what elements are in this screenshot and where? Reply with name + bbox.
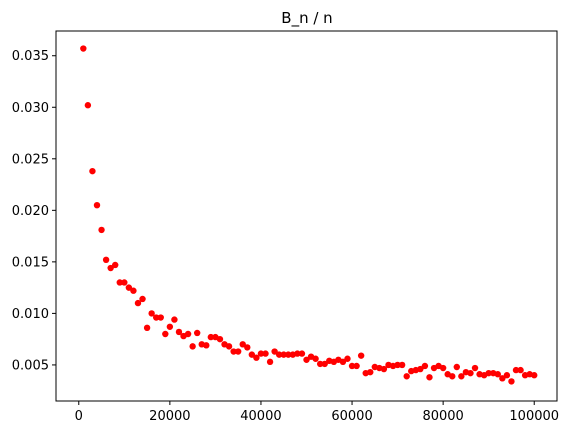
- data-point: [121, 279, 128, 286]
- data-point: [116, 279, 123, 286]
- data-point: [508, 378, 515, 385]
- y-tick-label: 0.005: [12, 358, 49, 373]
- y-tick-label: 0.025: [12, 152, 49, 167]
- data-point: [280, 351, 287, 358]
- data-point: [125, 284, 133, 291]
- data-point: [275, 351, 283, 358]
- x-tick-label: 20000: [149, 409, 190, 424]
- y-tick-label: 0.010: [12, 307, 49, 322]
- y-tick-label: 0.035: [12, 49, 49, 64]
- data-point: [380, 365, 388, 373]
- data-point: [467, 369, 474, 377]
- chart-title: B_n / n: [281, 9, 332, 28]
- data-point: [294, 350, 301, 357]
- data-point: [517, 366, 524, 374]
- x-tick-label: 40000: [240, 409, 281, 424]
- data-point: [303, 356, 310, 363]
- data-point: [230, 348, 237, 355]
- data-point: [134, 299, 142, 307]
- data-point: [394, 361, 401, 369]
- data-point: [344, 355, 351, 362]
- data-point: [485, 369, 492, 377]
- data-point: [93, 201, 101, 209]
- data-point: [157, 314, 164, 321]
- x-axis: 0 20000 40000 60000 80000 100000: [75, 401, 559, 424]
- x-tick-label: 80000: [422, 409, 463, 424]
- data-point: [130, 287, 137, 294]
- data-point: [257, 350, 265, 357]
- data-point: [262, 350, 269, 357]
- data-point: [253, 354, 260, 361]
- data-point: [216, 335, 224, 343]
- data-point: [312, 355, 319, 362]
- data-point: [162, 330, 169, 338]
- data-point: [531, 372, 538, 379]
- data-point: [102, 256, 110, 264]
- data-point: [458, 373, 465, 380]
- data-point: [203, 342, 210, 349]
- data-point: [225, 343, 233, 350]
- data-point: [353, 362, 360, 370]
- data-point: [298, 350, 306, 357]
- data-point: [166, 323, 174, 330]
- data-point: [512, 366, 520, 374]
- plot-area-frame: [55, 30, 558, 402]
- data-point: [271, 348, 278, 355]
- data-point: [348, 362, 356, 370]
- data-point: [171, 316, 178, 323]
- data-point: [453, 363, 460, 371]
- y-axis: 0.005 0.010 0.015 0.020 0.025 0.030 0.035: [12, 49, 56, 373]
- data-point: [426, 374, 433, 381]
- data-point: [234, 348, 242, 355]
- y-tick-label: 0.015: [12, 255, 49, 270]
- data-point: [499, 375, 506, 382]
- y-tick-label: 0.020: [12, 204, 49, 219]
- data-point: [193, 329, 201, 337]
- data-point: [207, 333, 215, 341]
- data-point: [471, 364, 479, 372]
- data-point: [439, 364, 447, 372]
- data-point: [248, 351, 256, 358]
- data-point: [189, 343, 196, 350]
- data-point: [153, 314, 160, 321]
- data-point: [112, 261, 119, 269]
- data-point: [148, 310, 155, 317]
- data-point: [80, 45, 87, 52]
- data-point: [143, 324, 151, 332]
- x-tick-label: 60000: [331, 409, 372, 424]
- x-tick-label: 0: [75, 409, 83, 424]
- data-point: [503, 372, 511, 379]
- data-point: [139, 295, 146, 303]
- x-tick-label: 100000: [509, 409, 559, 424]
- data-point: [266, 358, 274, 366]
- data-point: [107, 264, 114, 272]
- data-point: [184, 330, 192, 338]
- data-points: [80, 45, 538, 385]
- data-point: [316, 360, 324, 368]
- data-point: [285, 351, 292, 358]
- data-point: [239, 341, 246, 348]
- data-point: [98, 226, 105, 234]
- data-point: [244, 344, 251, 351]
- data-point: [449, 373, 456, 380]
- data-point: [357, 352, 365, 359]
- data-point: [175, 328, 183, 336]
- data-point: [494, 371, 501, 378]
- data-point: [339, 358, 347, 366]
- data-point: [321, 360, 328, 368]
- data-point: [421, 362, 429, 370]
- data-point: [367, 368, 374, 376]
- data-point: [84, 102, 92, 109]
- y-tick-label: 0.030: [12, 101, 49, 116]
- data-point: [417, 365, 424, 373]
- data-point: [403, 373, 410, 380]
- data-point: [398, 361, 406, 369]
- data-point: [89, 167, 96, 175]
